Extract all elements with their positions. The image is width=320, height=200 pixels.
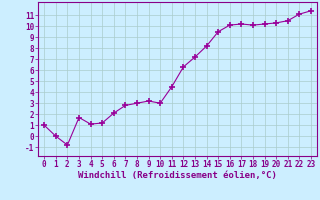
X-axis label: Windchill (Refroidissement éolien,°C): Windchill (Refroidissement éolien,°C) [78, 171, 277, 180]
